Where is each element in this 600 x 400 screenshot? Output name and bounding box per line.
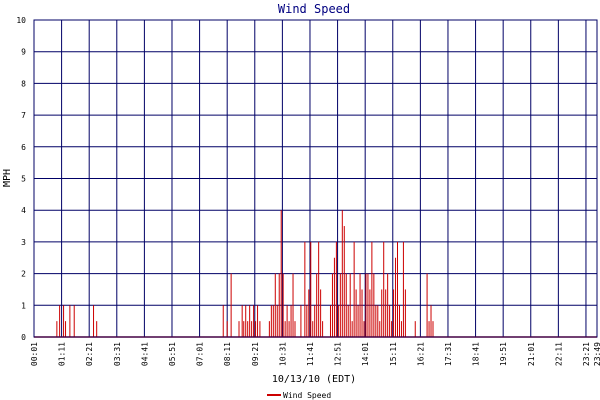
x-tick-label: 03:31 <box>113 342 122 366</box>
x-axis-label: 10/13/10 (EDT) <box>272 374 356 385</box>
y-tick-label: 4 <box>21 206 26 215</box>
y-axis-label: MPH <box>2 169 13 187</box>
x-tick-label: 21:01 <box>527 342 536 366</box>
chart-title: Wind Speed <box>278 2 350 16</box>
x-tick-label: 19:51 <box>499 342 508 366</box>
x-tick-label: 07:01 <box>196 342 205 366</box>
x-axis-ticks: 00:01 01:11 02:21 03:31 04:41 05:51 07:01 08:11… <box>30 342 600 366</box>
grid <box>34 20 597 337</box>
x-tick-label: 14:01 <box>361 342 370 366</box>
x-tick-label: 11:41 <box>306 342 315 366</box>
y-tick-label: 0 <box>21 333 26 342</box>
y-tick-label: 7 <box>21 111 26 120</box>
y-tick-label: 8 <box>21 79 26 88</box>
x-tick-label: 02:21 <box>85 342 94 366</box>
legend: Wind Speed <box>267 391 331 400</box>
y-tick-label: 9 <box>21 48 26 57</box>
y-tick-label: 3 <box>21 238 26 247</box>
y-tick-label: 10 <box>16 16 26 25</box>
x-tick-label: 01:11 <box>58 342 67 366</box>
x-tick-label: 04:41 <box>140 342 149 366</box>
y-axis-ticks: 0 1 2 3 4 5 6 7 8 9 10 <box>16 16 26 342</box>
x-tick-label: 15:11 <box>389 342 398 366</box>
x-tick-label: 12:51 <box>334 342 343 366</box>
x-tick-label: 22:11 <box>554 342 563 366</box>
x-tick-label: 17:31 <box>444 342 453 366</box>
x-tick-label: 10:31 <box>278 342 287 366</box>
y-tick-label: 2 <box>21 270 26 279</box>
legend-label: Wind Speed <box>283 391 331 400</box>
x-tick-label: 16:21 <box>416 342 425 366</box>
x-tick-label: 23:21 <box>582 342 591 366</box>
x-tick-label: 09:21 <box>251 342 260 366</box>
x-tick-label: 08:11 <box>223 342 232 366</box>
plot-frame <box>33 19 598 338</box>
x-tick-label: 05:51 <box>168 342 177 366</box>
y-tick-label: 6 <box>21 143 26 152</box>
x-tick-label: 18:41 <box>472 342 481 366</box>
x-tick-label: 00:01 <box>30 342 39 366</box>
y-tick-label: 1 <box>21 301 26 310</box>
y-tick-label: 5 <box>21 175 26 184</box>
x-tick-label: 23:49 <box>593 342 600 366</box>
